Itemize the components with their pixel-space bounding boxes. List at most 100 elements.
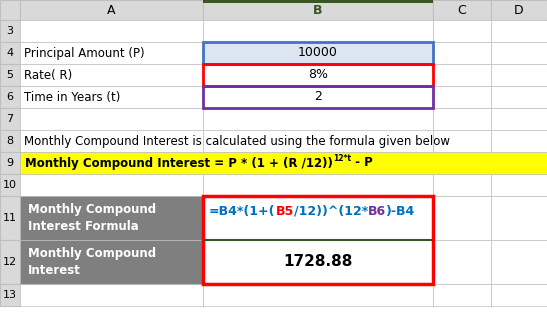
Bar xyxy=(20,0,203,20)
Bar xyxy=(433,130,491,152)
Bar xyxy=(491,42,547,64)
Bar xyxy=(203,240,433,284)
Bar xyxy=(0,130,20,152)
Bar xyxy=(20,174,203,196)
Text: =B4*(1+(: =B4*(1+( xyxy=(209,205,276,218)
Text: 10000: 10000 xyxy=(298,46,338,60)
Text: /12))^(12*: /12))^(12* xyxy=(294,205,368,218)
Bar xyxy=(20,196,203,240)
Bar xyxy=(491,152,547,174)
Text: Monthly Compound
Interest: Monthly Compound Interest xyxy=(28,247,156,278)
Bar xyxy=(203,20,433,42)
Text: 1728.88: 1728.88 xyxy=(283,254,353,269)
Text: D: D xyxy=(514,4,524,16)
Text: B5: B5 xyxy=(276,205,294,218)
Bar xyxy=(0,108,20,130)
Bar xyxy=(0,174,20,196)
Text: Principal Amount (P): Principal Amount (P) xyxy=(24,46,144,60)
Bar xyxy=(20,284,203,306)
Bar xyxy=(20,108,203,130)
Bar xyxy=(491,130,547,152)
Bar xyxy=(0,240,20,284)
Text: 4: 4 xyxy=(7,48,14,58)
Bar xyxy=(203,86,433,108)
Bar xyxy=(203,42,433,64)
Bar xyxy=(203,196,433,240)
Bar xyxy=(20,240,203,284)
Bar xyxy=(203,196,433,284)
Bar xyxy=(433,42,491,64)
Bar xyxy=(0,64,20,86)
Text: Monthly Compound Interest is calculated using the formula given below: Monthly Compound Interest is calculated … xyxy=(24,134,450,147)
Text: 6: 6 xyxy=(7,92,14,102)
Text: A: A xyxy=(107,4,116,16)
Text: 8: 8 xyxy=(7,136,14,146)
Text: B6: B6 xyxy=(368,205,386,218)
Text: 5: 5 xyxy=(7,70,14,80)
Bar xyxy=(203,196,433,240)
Bar xyxy=(20,86,203,108)
Text: 12*t: 12*t xyxy=(333,154,351,163)
Bar xyxy=(203,108,433,130)
Bar xyxy=(20,152,203,174)
Bar xyxy=(203,240,433,284)
Bar xyxy=(0,196,20,240)
Text: 3: 3 xyxy=(7,26,14,36)
Text: 10: 10 xyxy=(3,180,17,190)
Bar xyxy=(491,86,547,108)
Bar xyxy=(0,284,20,306)
Bar xyxy=(491,64,547,86)
Text: Monthly Compound Interest = P * (1 + (R /12)): Monthly Compound Interest = P * (1 + (R … xyxy=(25,157,333,169)
Bar xyxy=(20,196,203,240)
Text: 2: 2 xyxy=(314,91,322,104)
Bar xyxy=(203,130,433,152)
Text: )-B4: )-B4 xyxy=(386,205,415,218)
Bar xyxy=(20,42,203,64)
Bar xyxy=(20,20,203,42)
Bar xyxy=(203,284,433,306)
Text: 12: 12 xyxy=(3,257,17,267)
Bar xyxy=(491,240,547,284)
Bar xyxy=(0,152,20,174)
Bar xyxy=(203,174,433,196)
Bar xyxy=(203,42,433,64)
Bar xyxy=(0,20,20,42)
Bar xyxy=(433,152,491,174)
Bar xyxy=(0,42,20,64)
Bar xyxy=(491,196,547,240)
Text: Rate( R): Rate( R) xyxy=(24,68,72,81)
Text: C: C xyxy=(458,4,467,16)
Bar xyxy=(433,240,491,284)
Bar xyxy=(433,108,491,130)
Bar xyxy=(433,64,491,86)
Text: B: B xyxy=(313,4,323,16)
Bar xyxy=(433,0,491,20)
Text: 8%: 8% xyxy=(308,68,328,81)
Bar xyxy=(491,20,547,42)
Text: 13: 13 xyxy=(3,290,17,300)
Text: 7: 7 xyxy=(7,114,14,124)
Bar xyxy=(203,64,433,86)
Bar xyxy=(20,64,203,86)
Bar xyxy=(433,284,491,306)
Bar xyxy=(203,0,433,20)
Text: 11: 11 xyxy=(3,213,17,223)
Bar xyxy=(20,240,203,284)
Bar xyxy=(491,284,547,306)
Bar xyxy=(203,0,433,3)
Bar xyxy=(0,0,20,20)
Bar xyxy=(203,42,433,64)
Bar xyxy=(203,152,433,174)
Text: Time in Years (t): Time in Years (t) xyxy=(24,91,120,104)
Bar xyxy=(491,0,547,20)
Bar xyxy=(20,130,203,152)
Bar xyxy=(20,152,547,174)
Bar xyxy=(203,86,433,108)
Bar xyxy=(0,86,20,108)
Bar xyxy=(491,108,547,130)
Bar xyxy=(433,196,491,240)
Bar xyxy=(203,64,433,86)
Bar xyxy=(433,174,491,196)
Text: Monthly Compound
Interest Formula: Monthly Compound Interest Formula xyxy=(28,202,156,233)
Bar xyxy=(433,86,491,108)
